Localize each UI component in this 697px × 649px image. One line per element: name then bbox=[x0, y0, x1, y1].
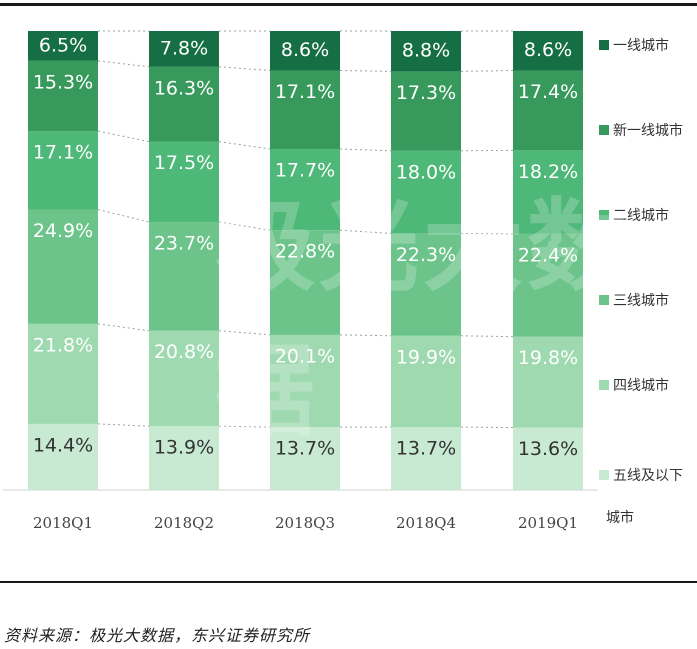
bar-segment bbox=[513, 70, 583, 151]
x-tick-label: 2018Q2 bbox=[154, 514, 214, 532]
data-label: 23.7% bbox=[154, 232, 214, 254]
x-tick-label: 2018Q3 bbox=[275, 514, 335, 532]
series-connector-line bbox=[218, 141, 271, 150]
bar-segment bbox=[391, 71, 461, 151]
bar-segment bbox=[391, 150, 461, 234]
data-label: 13.9% bbox=[154, 437, 214, 459]
series-connector-line bbox=[339, 69, 392, 72]
series-connector-line bbox=[97, 323, 150, 332]
series-connector-line bbox=[460, 335, 514, 338]
x-tick-label: 2019Q1 bbox=[518, 514, 578, 532]
data-label: 22.4% bbox=[518, 244, 578, 266]
bar-segment bbox=[28, 131, 98, 210]
bar-segment bbox=[28, 323, 98, 424]
data-label: 17.4% bbox=[518, 81, 578, 103]
data-label: 17.7% bbox=[275, 159, 335, 181]
data-label: 18.0% bbox=[396, 161, 456, 183]
data-label: 19.9% bbox=[396, 346, 456, 368]
bottom-rule bbox=[0, 581, 697, 583]
series-connector-line bbox=[339, 334, 392, 337]
legend-swatch bbox=[599, 40, 609, 50]
bar-segment bbox=[270, 70, 340, 149]
legend-label: 新一线城市 bbox=[613, 122, 683, 139]
data-label: 21.8% bbox=[33, 334, 93, 356]
data-label: 13.7% bbox=[275, 438, 335, 460]
series-connector-line bbox=[97, 60, 150, 68]
x-tick-label: 2018Q1 bbox=[33, 514, 93, 532]
data-label: 18.2% bbox=[518, 161, 578, 183]
legend-swatch bbox=[599, 380, 609, 390]
legend-label: 一线城市 bbox=[613, 37, 669, 54]
bar-segment bbox=[391, 31, 461, 72]
data-label: 7.8% bbox=[160, 37, 208, 59]
series-connector-line bbox=[97, 209, 150, 223]
bar-segment bbox=[149, 31, 219, 67]
data-label: 17.1% bbox=[33, 142, 93, 164]
data-label: 14.4% bbox=[33, 434, 93, 456]
bar-segment bbox=[391, 233, 461, 336]
bar-segment bbox=[513, 427, 583, 490]
data-label: 16.3% bbox=[154, 77, 214, 99]
data-label: 8.6% bbox=[524, 39, 572, 61]
stacked-bar-chart: 14.4% 21.8% 24.9% 17.1% 15.3% 6.5% 2018Q1 13.9%… bbox=[3, 30, 683, 532]
source-note: 资料来源：极光大数据，东兴证券研究所 bbox=[4, 626, 311, 645]
bar-segment bbox=[270, 334, 340, 428]
bar-segment bbox=[28, 60, 98, 132]
legend-swatch bbox=[599, 295, 609, 305]
legend-swatch bbox=[599, 210, 609, 220]
x-tick-label: 2018Q4 bbox=[396, 514, 456, 532]
data-label: 24.9% bbox=[33, 220, 93, 242]
legend-label: 四线城市 bbox=[613, 377, 669, 394]
bar-segment bbox=[391, 335, 461, 428]
bar-segment bbox=[149, 221, 219, 331]
bar-segment bbox=[513, 336, 583, 428]
top-rule bbox=[0, 3, 697, 6]
bar-segment bbox=[270, 230, 340, 335]
data-label: 22.8% bbox=[275, 241, 335, 263]
legend-label: 五线及以下 bbox=[613, 468, 683, 484]
data-label: 8.6% bbox=[281, 39, 329, 61]
bar-segment bbox=[270, 31, 340, 71]
bar-segment bbox=[28, 209, 98, 324]
data-label: 17.5% bbox=[154, 152, 214, 174]
series-connector-line bbox=[97, 130, 150, 143]
data-label: 20.8% bbox=[154, 341, 214, 363]
bar-segment bbox=[270, 427, 340, 490]
bar-segment bbox=[149, 330, 219, 427]
data-label: 13.6% bbox=[518, 438, 578, 460]
series-connector-line bbox=[218, 425, 271, 428]
series-connector-line bbox=[460, 69, 514, 72]
bar-segment bbox=[28, 423, 98, 490]
series-connector-line bbox=[97, 423, 150, 427]
data-label: 8.8% bbox=[402, 40, 450, 62]
bar-segment bbox=[513, 233, 583, 337]
series-connector-line bbox=[218, 66, 271, 71]
data-label: 15.3% bbox=[33, 71, 93, 93]
data-label: 17.1% bbox=[275, 81, 335, 103]
series-connector-line bbox=[339, 229, 392, 234]
bar-segment bbox=[149, 426, 219, 490]
series-connector-line bbox=[218, 330, 271, 336]
bar-segment bbox=[391, 427, 461, 490]
legend-label: 三线城市 bbox=[613, 292, 669, 309]
data-label: 20.1% bbox=[275, 345, 335, 367]
legend-swatch bbox=[599, 125, 609, 135]
data-label: 17.3% bbox=[396, 82, 456, 104]
bar-segment bbox=[270, 148, 340, 231]
bar-segment bbox=[149, 66, 219, 142]
data-label: 22.3% bbox=[396, 244, 456, 266]
legend-label: 二线城市 bbox=[613, 207, 669, 224]
bar-segment bbox=[513, 150, 583, 234]
series-connector-line bbox=[218, 221, 271, 231]
legend-unit-label: 城市 bbox=[606, 510, 634, 526]
data-label: 13.7% bbox=[396, 438, 456, 460]
bar-segment bbox=[28, 31, 98, 61]
legend-swatch bbox=[599, 470, 609, 480]
bar-segment bbox=[149, 141, 219, 222]
series-connector-line bbox=[339, 148, 392, 152]
data-label: 19.8% bbox=[518, 347, 578, 369]
data-label: 6.5% bbox=[39, 34, 87, 56]
bar-segment bbox=[513, 31, 583, 71]
